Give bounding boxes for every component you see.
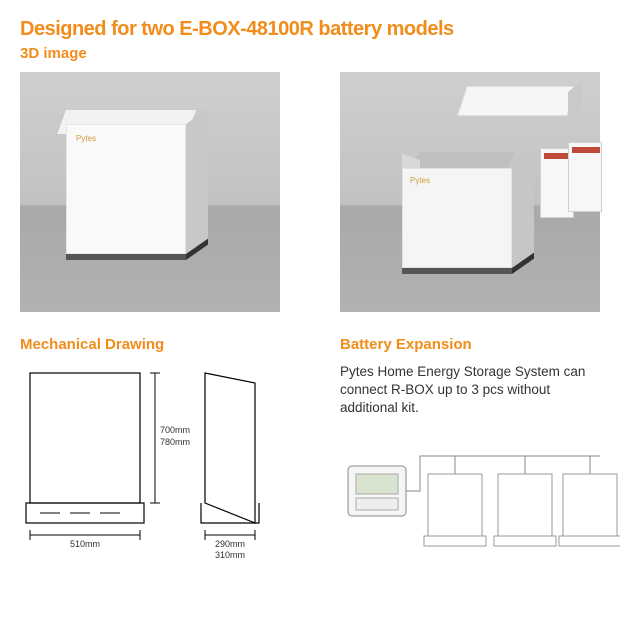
dim-height2: 780mm xyxy=(160,437,190,447)
brand-label: Pytes xyxy=(76,134,96,143)
render-closed: Pytes xyxy=(20,72,280,312)
product-exploded: Pytes xyxy=(392,86,562,296)
subtitle-3d: 3D image xyxy=(20,45,620,62)
expansion-title: Battery Expansion xyxy=(340,336,620,353)
page-title: Designed for two E-BOX-48100R battery mo… xyxy=(20,18,620,41)
dim-depth: 290mm xyxy=(215,539,245,549)
enclosure-open: Pytes xyxy=(402,160,512,270)
product-closed: Pytes xyxy=(66,110,216,260)
lid xyxy=(457,86,577,116)
dim-height: 700mm xyxy=(160,425,190,435)
dim-width: 510mm xyxy=(70,539,100,549)
expansion-body: Pytes Home Energy Storage System can con… xyxy=(340,363,610,418)
rbox-unit xyxy=(424,474,486,546)
render-row: Pytes Pytes xyxy=(20,72,620,336)
mechanical-drawing: 700mm 780mm 510mm 290mm 310mm xyxy=(20,363,280,563)
expansion-diagram xyxy=(340,436,620,586)
battery-module xyxy=(568,142,602,212)
dim-depth2: 310mm xyxy=(215,550,245,560)
brand-label: Pytes xyxy=(410,176,430,185)
render-exploded: Pytes xyxy=(340,72,600,312)
rbox-unit xyxy=(494,474,556,546)
mech-title: Mechanical Drawing xyxy=(20,336,300,353)
rbox-unit xyxy=(559,474,620,546)
details-row: Mechanical Drawing 700mm 780mm 510mm xyxy=(20,336,620,586)
